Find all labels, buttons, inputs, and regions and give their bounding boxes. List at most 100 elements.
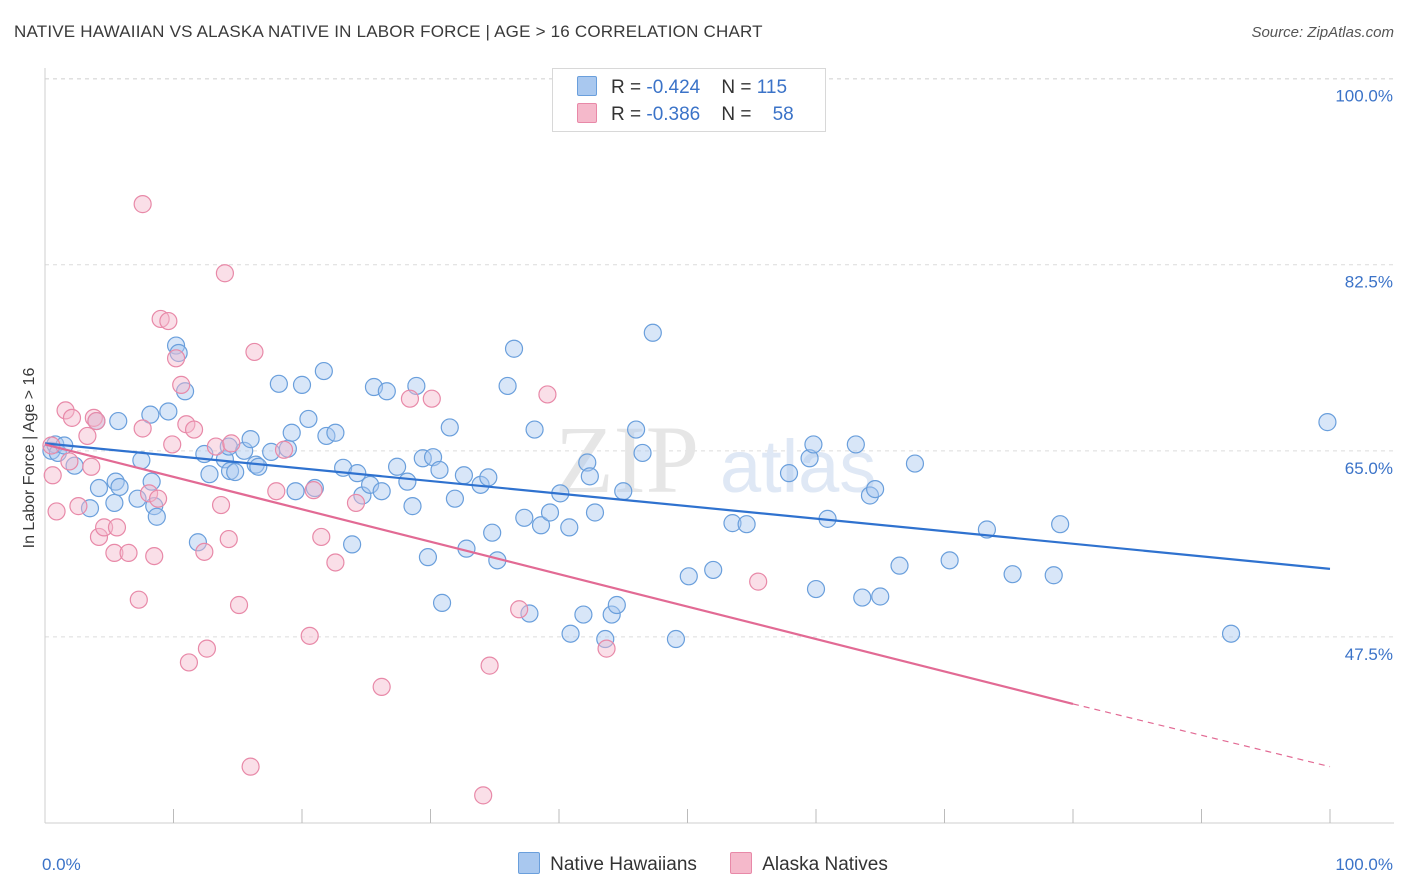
stats-legend: R = -0.424 N = 115 R = -0.386 N = 58 [552, 68, 826, 132]
alaska-native-trendline-extension [1072, 703, 1331, 768]
alaska-native-point [179, 653, 199, 672]
native-hawaiian-point [580, 467, 599, 486]
native-hawaiian-point [286, 482, 305, 501]
legend-item-native-hawaiians: Native Hawaiians [518, 852, 697, 876]
native-hawaiian-point [299, 409, 318, 429]
native-hawaiian-point [602, 605, 621, 624]
native-hawaiian-point [159, 402, 178, 421]
native-hawaiian-point [804, 435, 823, 454]
alaska-native-point [56, 401, 75, 420]
native-hawaiian-point [806, 579, 826, 599]
native-hawaiian-point [241, 430, 260, 449]
alaska-native-point [89, 527, 109, 547]
x-tick-label: 100.0% [1335, 855, 1393, 874]
alaska-native-point [133, 419, 152, 438]
alaska-native-point [148, 489, 168, 508]
native-hawaiian-point [200, 465, 219, 484]
native-hawaiian-point [614, 482, 633, 501]
native-hawaiian-point [679, 567, 698, 586]
alaska-native-point [312, 527, 331, 547]
native-hawaiian-point [361, 475, 380, 494]
legend-r-value: -0.386 [646, 104, 701, 125]
alaska-native-point [597, 639, 616, 658]
native-hawaiian-point [561, 624, 580, 643]
legend-r-label: R = [611, 77, 647, 98]
native-hawaiian-point [418, 548, 438, 567]
legend-row-native-hawaiians: R = -0.424 N = 115 [577, 76, 787, 100]
y-tick-label: 65.0% [1345, 459, 1393, 478]
legend-swatch-blue [518, 852, 541, 874]
native-hawaiian-point [479, 468, 498, 487]
alaska-native-point [346, 493, 366, 513]
native-hawaiian-point [110, 477, 129, 497]
y-tick-label: 100.0% [1335, 87, 1393, 106]
native-hawaiian-point [633, 443, 652, 463]
native-hawaiian-point [430, 460, 449, 480]
native-hawaiian-point [387, 457, 407, 476]
alaska-native-trendline [44, 443, 1074, 705]
axes: 100.0% 82.5% 65.0% 47.5% 0.0% 100.0% [42, 68, 1394, 874]
native-hawaiian-point [723, 514, 742, 533]
native-hawaiian-point [109, 411, 128, 431]
native-hawaiian-point [372, 482, 391, 501]
native-hawaiian-point [226, 462, 245, 482]
grid [45, 78, 1394, 638]
alaska-native-point [241, 757, 260, 776]
native-hawaiian-point [282, 423, 301, 442]
chart-source: Source: ZipAtlas.com [1251, 24, 1394, 41]
legend-n-label: N = [721, 104, 757, 125]
alaska-native-point [172, 375, 191, 394]
alaska-native-point [87, 411, 106, 431]
alaska-native-point [538, 385, 557, 404]
native-hawaiian-point [1044, 566, 1063, 585]
alaska-native-point [119, 543, 138, 563]
native-hawaiian-point [80, 499, 100, 518]
alaska-native-point [326, 553, 345, 572]
native-hawaiian-trendline [44, 442, 1331, 570]
alaska-native-point [139, 484, 159, 503]
native-hawaiian-point [800, 449, 819, 468]
native-hawaiian-point [520, 604, 539, 623]
alaska-native-point [107, 518, 127, 537]
alaska-native-point [163, 435, 182, 454]
native-hawaiian-point [853, 588, 872, 607]
native-hawaiian-point [377, 382, 396, 401]
native-hawaiian-point [1221, 624, 1241, 643]
y-tick-label: 82.5% [1345, 273, 1393, 292]
native-hawaiian-point [432, 593, 452, 612]
native-hawaiian-point [1051, 515, 1070, 534]
native-hawaiian-point [585, 503, 605, 522]
native-hawaiian-point [89, 478, 109, 498]
native-hawaiian-point [737, 515, 756, 534]
alaska-native-point [480, 656, 499, 675]
native-hawaiian-point [871, 587, 890, 606]
legend-n-value: 58 [772, 104, 794, 125]
legend-r-value: -0.424 [646, 77, 701, 98]
alaska-native-point [159, 311, 178, 331]
alaska-native-point [105, 543, 124, 563]
alaska-native-point [222, 434, 241, 453]
native-hawaiian-point [128, 489, 147, 508]
alaska-native-point [195, 542, 214, 561]
native-hawaiian-point [398, 472, 417, 491]
native-hawaiian-point [540, 503, 560, 522]
native-hawaiian-point [666, 629, 686, 649]
native-hawaiian-point [343, 535, 362, 554]
alaska-native-point [400, 389, 420, 408]
native-hawaiian-point [1318, 413, 1337, 432]
alaska-native-point [267, 482, 286, 501]
alaska-native-point [206, 437, 226, 456]
native-hawaiian-point [483, 523, 502, 542]
trend-lines [44, 442, 1331, 768]
alaska-native-point [749, 572, 768, 591]
native-hawaiian-point [142, 472, 161, 491]
alaska-native-point [510, 600, 529, 619]
native-hawaiian-point [504, 339, 524, 358]
alaska-native-point [211, 495, 231, 515]
legend-n-value: 115 [756, 77, 788, 98]
alaska-native-point [43, 466, 62, 485]
chart-title: NATIVE HAWAIIAN VS ALASKA NATIVE IN LABO… [14, 22, 763, 41]
x-tick-label: 0.0% [42, 855, 81, 874]
native-hawaiian-point [147, 507, 166, 526]
native-hawaiian-point [578, 453, 597, 472]
